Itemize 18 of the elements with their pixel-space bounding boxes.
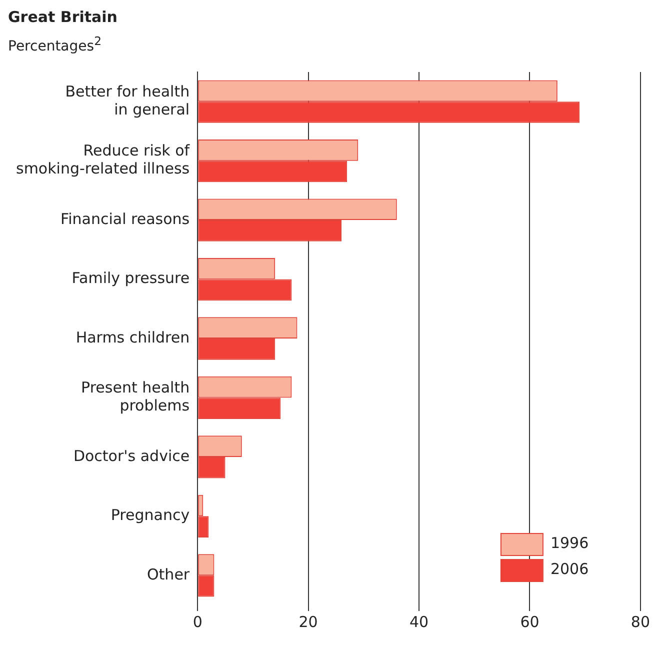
legend-label: 2006 [550,560,589,578]
x-tick-label: 40 [409,612,429,631]
legend-label: 1996 [550,534,589,552]
y-tick-label: Harms children [76,328,190,346]
y-tick-label: Pregnancy [110,506,190,524]
y-tick-label: Doctor's advice [73,446,190,464]
y-tick-label: Financial reasons [60,210,190,228]
text: Percentages$^{2}$ [8,34,102,55]
x-tick-label: 0 [192,612,202,631]
x-tick-label: 60 [520,612,540,631]
y-tick-label: Family pressure [72,268,190,287]
x-tick-label: 80 [630,612,650,631]
x-tick-label: 20 [298,612,318,631]
y-tick-label: Present health problems [81,378,190,414]
y-tick-label: Better for health in general [65,82,190,118]
y-tick-label: Other [147,564,190,583]
y-tick-label: Reduce risk of smoking-related illness [16,141,190,178]
text: Great Britain [8,8,118,26]
